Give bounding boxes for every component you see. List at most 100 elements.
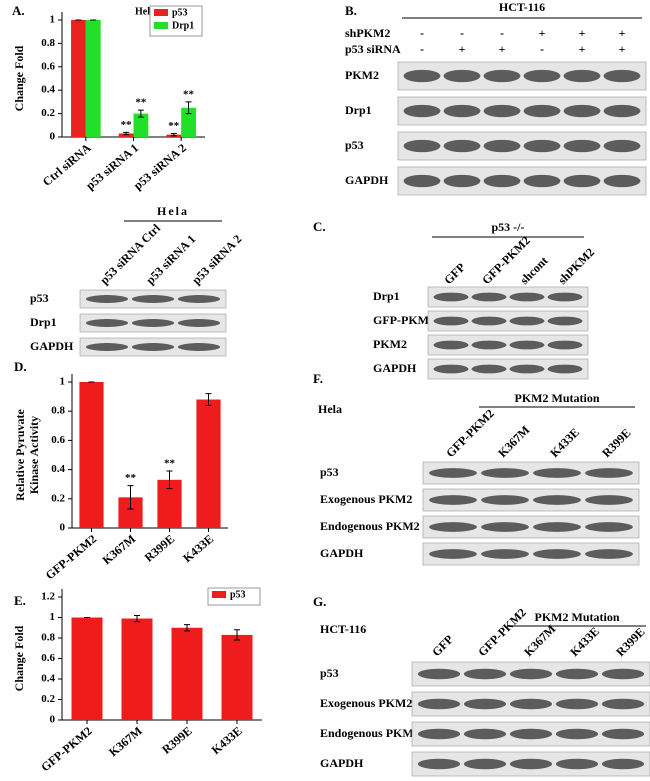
error-bar: [134, 614, 140, 623]
blot-band: [509, 728, 553, 740]
blot-title: HCT-116: [320, 622, 366, 636]
blot-title: p53 -/-: [492, 220, 525, 234]
blot-band: [403, 174, 441, 188]
blot-strip: [422, 515, 640, 539]
lane-label: GFP: [429, 632, 456, 659]
lane-label: GFP-PKM2: [443, 406, 497, 460]
blot-band: [585, 549, 633, 559]
condition-mark: -: [540, 42, 544, 56]
blot-band: [131, 319, 175, 327]
error-bar: [170, 132, 177, 137]
blot-band: [481, 495, 529, 505]
y-tick-label: 1.2: [41, 591, 55, 603]
panel-label: F.: [313, 371, 323, 386]
blot-band: [585, 495, 633, 505]
bar: [221, 634, 253, 720]
blot-strip: [427, 358, 589, 380]
blot-band: [555, 728, 599, 740]
blot-band: [523, 139, 561, 153]
condition-mark: -: [460, 26, 464, 40]
bar: [181, 107, 196, 137]
blot-band: [443, 69, 481, 83]
band-label: GAPDH: [373, 361, 417, 375]
blot-band: [483, 139, 521, 153]
y-tick-label: 0: [60, 522, 66, 534]
x-tick-label: K367M: [106, 724, 145, 760]
lane-label: R399E: [599, 426, 633, 460]
y-axis-label: Change Fold: [12, 45, 26, 111]
lane-label: K367M: [495, 423, 532, 460]
bar: [196, 399, 221, 528]
band-label: GFP-PKM2: [373, 313, 435, 327]
x-tick-label: K367M: [100, 532, 139, 568]
bar: [71, 20, 86, 137]
panel-label: B.: [345, 3, 357, 18]
error-bar: [127, 485, 134, 510]
blot-band: [85, 319, 129, 327]
blot-band: [417, 728, 461, 740]
blot-band: [433, 340, 469, 350]
blot-band: [471, 364, 507, 374]
y-tick-label: 0.6: [41, 60, 55, 72]
y-axis-label: Relative Pyruvate: [13, 409, 27, 501]
chart-title: Hela: [135, 6, 155, 17]
blot-band: [429, 495, 477, 505]
condition-mark: +: [459, 42, 466, 56]
blot-band: [463, 668, 507, 680]
blot-band: [509, 668, 553, 680]
condition-mark: +: [619, 42, 626, 56]
bar: [71, 617, 103, 720]
blot-band: [585, 468, 633, 478]
blot-band: [547, 292, 583, 302]
blot-band: [471, 292, 507, 302]
bar: [79, 382, 104, 528]
blot-band: [85, 343, 129, 351]
bar: [171, 627, 203, 720]
blot-band: [601, 758, 645, 770]
blot-band: [509, 340, 545, 350]
blot-band: [483, 104, 521, 118]
y-tick-label: 0.4: [41, 673, 55, 685]
blot-band: [481, 549, 529, 559]
condition-mark: -: [500, 26, 504, 40]
significance-label: **: [121, 119, 133, 131]
blot-band: [417, 698, 461, 710]
x-tick-label: K433E: [180, 532, 216, 565]
panel-label: C.: [313, 219, 326, 234]
blot-strip: [427, 334, 589, 356]
y-tick-label: 0.2: [41, 107, 55, 119]
legend-swatch: [212, 591, 226, 598]
band-label: p53: [30, 291, 49, 305]
blot-band: [509, 316, 545, 326]
blot-band: [417, 758, 461, 770]
legend-label: p53: [230, 589, 246, 600]
blot-band: [403, 139, 441, 153]
y-axis-label: Kinase Activity: [27, 416, 41, 494]
y-tick-label: 1: [60, 376, 66, 388]
band-label: Drp1: [373, 289, 400, 303]
blot-title: Hela: [157, 204, 189, 218]
blot-band: [523, 69, 561, 83]
group-label: PKM2 Mutation: [515, 391, 600, 405]
lane-label: K433E: [567, 624, 602, 659]
error-bar: [123, 131, 130, 136]
blot-band: [555, 668, 599, 680]
blot-band: [547, 316, 583, 326]
legend-label: p53: [172, 7, 188, 18]
blot-band: [433, 316, 469, 326]
condition-mark: -: [420, 42, 424, 56]
y-axis-label: Change Fold: [12, 625, 26, 691]
y-tick-label: 1: [50, 611, 56, 623]
y-tick-label: 1: [50, 14, 56, 26]
blot-band: [603, 104, 641, 118]
band-label: Drp1: [30, 315, 57, 329]
blot-band: [463, 698, 507, 710]
x-tick-label: K433E: [209, 724, 245, 757]
blot-band: [471, 316, 507, 326]
legend-label: Drp1: [172, 20, 194, 31]
lane-label: R399E: [613, 625, 647, 659]
blot-band: [585, 522, 633, 532]
condition-label: shPKM2: [345, 26, 390, 40]
error-bar: [205, 393, 212, 406]
